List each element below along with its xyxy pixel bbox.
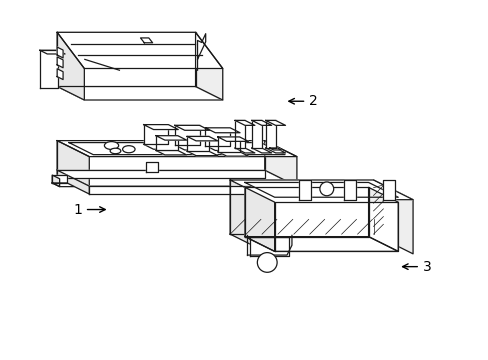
Polygon shape: [187, 151, 217, 156]
Polygon shape: [244, 237, 397, 251]
Polygon shape: [57, 170, 264, 178]
Polygon shape: [57, 32, 195, 86]
Polygon shape: [299, 180, 310, 200]
Polygon shape: [249, 237, 289, 256]
Polygon shape: [143, 125, 168, 144]
Polygon shape: [217, 137, 239, 152]
Ellipse shape: [104, 141, 119, 149]
Polygon shape: [40, 50, 65, 54]
Polygon shape: [57, 170, 89, 194]
Polygon shape: [57, 47, 63, 58]
Text: 1: 1: [73, 203, 105, 216]
Polygon shape: [251, 121, 261, 148]
Polygon shape: [52, 175, 67, 183]
Polygon shape: [235, 121, 254, 125]
Polygon shape: [217, 152, 248, 156]
Polygon shape: [57, 170, 296, 186]
Polygon shape: [69, 143, 285, 155]
Polygon shape: [57, 141, 296, 157]
Polygon shape: [235, 148, 254, 153]
Polygon shape: [187, 136, 208, 151]
Polygon shape: [195, 32, 223, 100]
Polygon shape: [217, 137, 248, 141]
Polygon shape: [52, 183, 74, 186]
Polygon shape: [265, 121, 275, 148]
Polygon shape: [52, 175, 60, 186]
Polygon shape: [343, 180, 355, 200]
Polygon shape: [156, 136, 186, 140]
Text: 2: 2: [288, 94, 317, 108]
Polygon shape: [269, 148, 281, 150]
Polygon shape: [156, 150, 186, 155]
Polygon shape: [57, 69, 63, 80]
Polygon shape: [264, 141, 296, 186]
Polygon shape: [251, 121, 271, 125]
Polygon shape: [57, 32, 223, 68]
Polygon shape: [143, 144, 178, 149]
Polygon shape: [265, 121, 285, 125]
Polygon shape: [383, 180, 394, 200]
Polygon shape: [40, 50, 58, 88]
Polygon shape: [274, 202, 397, 251]
Polygon shape: [230, 180, 373, 234]
Polygon shape: [174, 125, 209, 130]
Polygon shape: [265, 148, 285, 153]
Polygon shape: [235, 121, 244, 148]
Circle shape: [319, 182, 333, 196]
Polygon shape: [373, 180, 412, 254]
Polygon shape: [230, 180, 412, 200]
Polygon shape: [174, 125, 199, 145]
Polygon shape: [143, 125, 178, 130]
Polygon shape: [244, 188, 368, 237]
Polygon shape: [244, 183, 397, 197]
Polygon shape: [89, 186, 296, 194]
Circle shape: [257, 253, 277, 272]
Polygon shape: [368, 188, 397, 251]
Polygon shape: [187, 136, 217, 141]
Polygon shape: [57, 86, 223, 100]
Polygon shape: [146, 162, 158, 172]
Polygon shape: [205, 128, 230, 145]
Polygon shape: [57, 141, 264, 170]
Polygon shape: [244, 188, 274, 251]
Polygon shape: [230, 180, 269, 254]
Polygon shape: [57, 32, 84, 100]
Polygon shape: [57, 57, 63, 68]
Polygon shape: [205, 145, 240, 150]
Polygon shape: [205, 128, 240, 133]
Polygon shape: [156, 136, 178, 150]
Ellipse shape: [122, 146, 135, 153]
Polygon shape: [57, 141, 89, 186]
Text: 3: 3: [402, 260, 431, 274]
Polygon shape: [174, 145, 209, 150]
Polygon shape: [140, 38, 152, 43]
Polygon shape: [251, 148, 271, 153]
Ellipse shape: [110, 148, 121, 154]
